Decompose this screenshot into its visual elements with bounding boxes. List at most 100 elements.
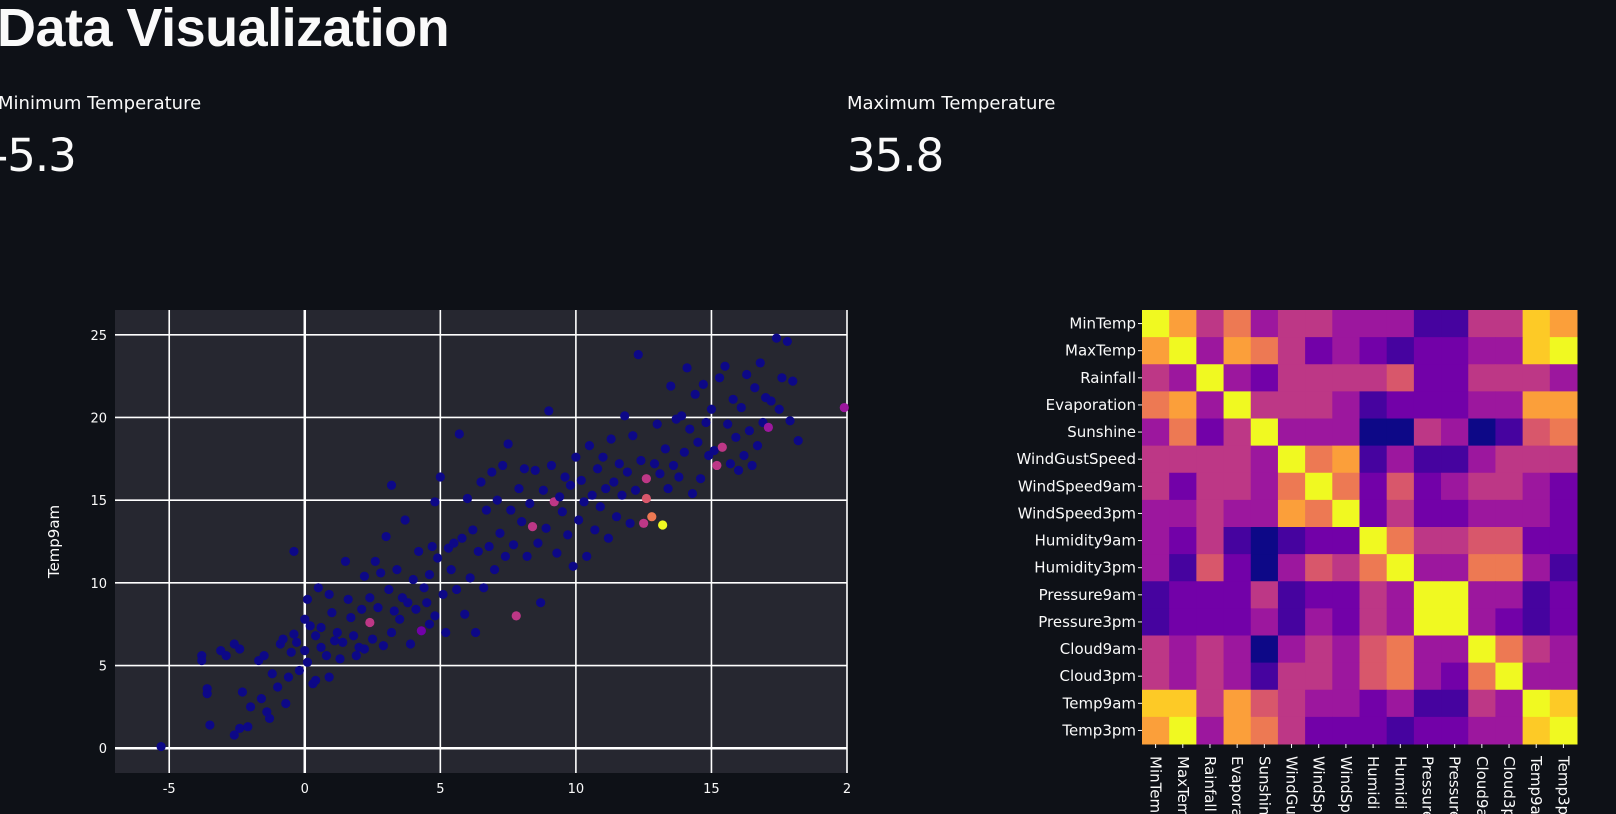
- scatter-point: [750, 383, 760, 393]
- heatmap-cell: [1413, 337, 1442, 365]
- heatmap-cell: [1495, 364, 1524, 392]
- scatter-point: [479, 583, 489, 593]
- scatter-point: [763, 422, 773, 433]
- heatmap-cell: [1277, 635, 1306, 664]
- heatmap-cell: [1441, 391, 1469, 419]
- scatter-point: [587, 490, 597, 500]
- heatmap-cell: [1277, 310, 1306, 338]
- heatmap-row-label: Humidity9am: [1035, 532, 1136, 550]
- heatmap-cell: [1468, 337, 1496, 365]
- heatmap-cell: [1250, 635, 1279, 664]
- scatter-point: [267, 669, 277, 679]
- scatter-point: [481, 505, 492, 515]
- heatmap-cell: [1549, 608, 1578, 636]
- scatter-point: [701, 417, 711, 428]
- heatmap-cell: [1223, 310, 1252, 338]
- scatter-point: [717, 442, 727, 452]
- scatter-point: [313, 583, 323, 593]
- heatmap-cell: [1522, 472, 1551, 501]
- heatmap-cell: [1305, 499, 1333, 528]
- heatmap-cell: [1142, 310, 1170, 338]
- heatmap-cell: [1223, 418, 1252, 447]
- scatter-point: [639, 518, 649, 528]
- scatter-point: [468, 525, 478, 535]
- heatmap-cell: [1386, 662, 1415, 691]
- heatmap-cell: [1468, 716, 1496, 745]
- scatter-point: [723, 419, 733, 429]
- scatter-point: [733, 465, 744, 475]
- scatter-point: [563, 530, 573, 540]
- heatmap-cell: [1495, 499, 1524, 528]
- heatmap-column-label: Cloud3p: [1500, 756, 1518, 814]
- heatmap-cell: [1250, 662, 1279, 691]
- scatter-point: [357, 604, 367, 614]
- heatmap-cell: [1169, 554, 1197, 582]
- scatter-point: [522, 551, 532, 561]
- scatter-point: [343, 594, 353, 604]
- heatmap-cell: [1277, 581, 1306, 609]
- heatmap-cell: [1196, 364, 1225, 392]
- heatmap-cell: [1413, 635, 1442, 664]
- heatmap-cell: [1468, 472, 1496, 501]
- heatmap-cell: [1277, 337, 1306, 365]
- heatmap-row-label: Rainfall: [1080, 369, 1136, 387]
- scatter-point: [536, 598, 546, 608]
- heatmap-cell: [1359, 364, 1388, 392]
- scatter-point: [311, 631, 321, 641]
- heatmap-cell: [1386, 527, 1415, 555]
- heatmap-column-label: Cloud9a: [1473, 756, 1491, 814]
- heatmap-cell: [1386, 581, 1415, 609]
- scatter-point: [378, 641, 388, 651]
- heatmap-cell: [1277, 472, 1306, 501]
- heatmap-column-label: Temp3p: [1554, 755, 1572, 814]
- scatter-point: [590, 525, 600, 535]
- scatter-point: [720, 361, 730, 371]
- scatter-point: [473, 546, 483, 557]
- heatmap-cell: [1495, 689, 1524, 718]
- heatmap-cell: [1305, 364, 1333, 392]
- heatmap-cell: [1549, 337, 1578, 365]
- heatmap-cell: [1495, 608, 1524, 636]
- heatmap-cell: [1277, 662, 1306, 691]
- heatmap-cell: [1386, 499, 1415, 528]
- heatmap-cell: [1305, 581, 1333, 609]
- heatmap-cell: [1277, 364, 1306, 392]
- heatmap-cell: [1305, 716, 1333, 745]
- heatmap-cell: [1386, 310, 1415, 338]
- scatter-point: [744, 426, 755, 436]
- heatmap-cell: [1468, 554, 1496, 582]
- scatter-point: [696, 474, 706, 484]
- scatter-point: [300, 614, 310, 624]
- y-tick-label: 15: [90, 494, 107, 509]
- heatmap-cell: [1549, 445, 1578, 474]
- scatter-point: [606, 434, 616, 444]
- scatter-point: [348, 631, 359, 641]
- scatter-point: [679, 447, 689, 457]
- heatmap-column-label: MinTem: [1147, 756, 1165, 813]
- heatmap-cell: [1223, 337, 1252, 365]
- heatmap-cell: [1441, 337, 1469, 365]
- heatmap-cell: [1196, 716, 1225, 745]
- heatmap-cell: [1522, 689, 1551, 718]
- heatmap-cell: [1468, 527, 1496, 555]
- heatmap-cell: [1441, 527, 1469, 555]
- heatmap-column-label: WindSp: [1337, 756, 1355, 813]
- scatter-point: [555, 492, 565, 502]
- scatter-point: [484, 541, 494, 552]
- heatmap-cell: [1413, 527, 1442, 555]
- scatter-point: [649, 459, 660, 469]
- scatter-point: [582, 551, 592, 561]
- y-tick-label: 5: [99, 660, 107, 675]
- heatmap-cell: [1468, 445, 1496, 474]
- scatter-point: [373, 603, 383, 613]
- scatter-point: [622, 467, 633, 477]
- scatter-point: [601, 483, 611, 494]
- scatter-point: [197, 655, 207, 666]
- heatmap-cell: [1223, 581, 1252, 609]
- heatmap-cell: [1196, 581, 1225, 609]
- heatmap-cell: [1332, 364, 1360, 392]
- heatmap-cell: [1549, 581, 1578, 609]
- heatmap-cell: [1468, 662, 1496, 691]
- heatmap-cell: [1277, 527, 1306, 555]
